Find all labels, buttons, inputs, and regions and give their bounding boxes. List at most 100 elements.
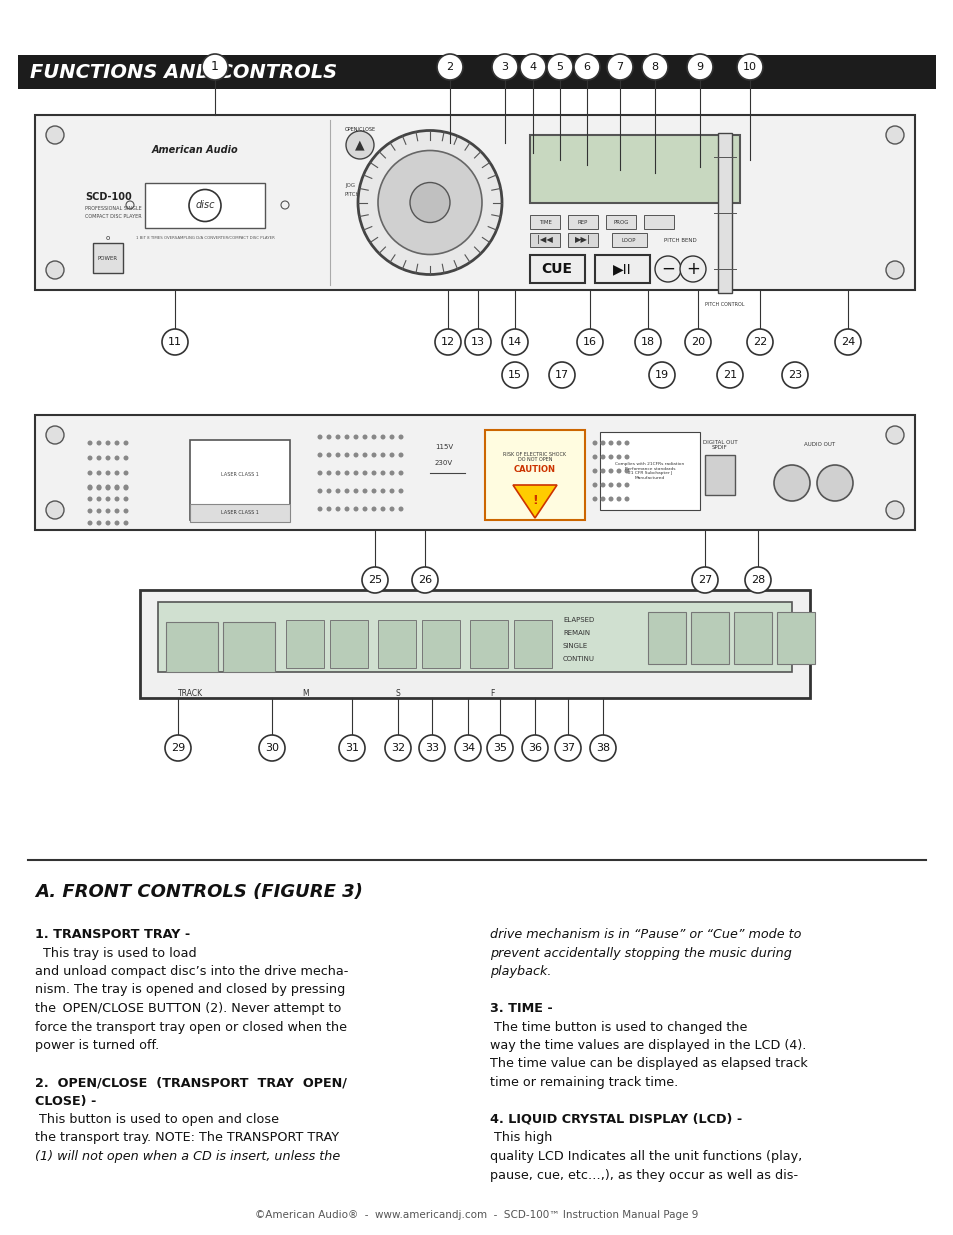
Circle shape	[624, 483, 629, 488]
Bar	[18, 56, 935, 89]
Circle shape	[357, 131, 501, 274]
Circle shape	[123, 456, 129, 461]
Circle shape	[106, 520, 111, 526]
Text: 230V: 230V	[435, 459, 453, 466]
Bar	[223, 622, 274, 672]
Circle shape	[599, 496, 605, 501]
Circle shape	[346, 131, 374, 159]
Text: 25: 25	[368, 576, 381, 585]
Text: 3: 3	[501, 62, 508, 72]
Circle shape	[385, 735, 411, 761]
Circle shape	[114, 485, 119, 490]
Circle shape	[46, 261, 64, 279]
Circle shape	[335, 471, 340, 475]
Text: power is turned off.: power is turned off.	[35, 1039, 159, 1052]
Text: 28: 28	[750, 576, 764, 585]
Text: SCD-100: SCD-100	[85, 191, 132, 203]
Circle shape	[114, 484, 119, 489]
Text: 9: 9	[696, 62, 702, 72]
Text: SINGLE: SINGLE	[562, 643, 588, 650]
Circle shape	[114, 441, 119, 446]
Circle shape	[106, 471, 111, 475]
Text: TIME: TIME	[538, 220, 551, 225]
Text: 23: 23	[787, 370, 801, 380]
Text: This tray is used to load: This tray is used to load	[35, 946, 196, 960]
Circle shape	[106, 456, 111, 461]
Circle shape	[344, 471, 349, 475]
Circle shape	[88, 456, 92, 461]
Circle shape	[88, 496, 92, 501]
Circle shape	[114, 471, 119, 475]
Bar	[140, 590, 809, 698]
Circle shape	[834, 329, 861, 354]
Circle shape	[344, 489, 349, 494]
Circle shape	[380, 471, 385, 475]
Circle shape	[46, 126, 64, 144]
Circle shape	[624, 454, 629, 459]
Circle shape	[362, 435, 367, 440]
Circle shape	[96, 520, 101, 526]
Text: 17: 17	[555, 370, 569, 380]
Text: REP: REP	[578, 220, 588, 225]
Text: PITCH BEND: PITCH BEND	[663, 237, 696, 242]
Text: drive mechanism is in “Pause” or “Cue” mode to: drive mechanism is in “Pause” or “Cue” m…	[490, 927, 801, 941]
Text: LASER CLASS 1: LASER CLASS 1	[221, 473, 258, 478]
Circle shape	[519, 54, 545, 80]
Bar	[377, 620, 416, 668]
Circle shape	[635, 329, 660, 354]
Circle shape	[691, 567, 718, 593]
Text: nism. The tray is opened and closed by pressing: nism. The tray is opened and closed by p…	[35, 983, 345, 997]
Text: CAUTION: CAUTION	[514, 466, 556, 474]
Circle shape	[885, 501, 903, 519]
Text: JOG: JOG	[345, 183, 355, 188]
Circle shape	[624, 441, 629, 446]
Circle shape	[616, 441, 620, 446]
Text: 15: 15	[507, 370, 521, 380]
Bar	[718, 133, 731, 293]
Circle shape	[816, 466, 852, 501]
Circle shape	[326, 471, 331, 475]
Circle shape	[96, 509, 101, 514]
Bar	[530, 135, 740, 203]
Circle shape	[46, 501, 64, 519]
Text: F: F	[489, 688, 494, 698]
Circle shape	[648, 362, 675, 388]
Circle shape	[389, 452, 395, 457]
Circle shape	[608, 496, 613, 501]
Circle shape	[202, 54, 228, 80]
Circle shape	[746, 329, 772, 354]
Bar	[643, 215, 673, 228]
Text: American Audio: American Audio	[152, 144, 238, 156]
Circle shape	[679, 256, 705, 282]
Bar	[647, 613, 685, 664]
Circle shape	[412, 567, 437, 593]
Circle shape	[592, 454, 597, 459]
Text: quality LCD Indicates all the unit functions (play,: quality LCD Indicates all the unit funct…	[490, 1150, 801, 1163]
Circle shape	[88, 520, 92, 526]
Circle shape	[616, 496, 620, 501]
Circle shape	[616, 468, 620, 473]
Text: !: !	[532, 494, 537, 506]
Circle shape	[398, 452, 403, 457]
Circle shape	[123, 496, 129, 501]
Circle shape	[371, 489, 376, 494]
Circle shape	[371, 506, 376, 511]
Text: ▲: ▲	[355, 138, 364, 152]
Text: 19: 19	[655, 370, 668, 380]
Circle shape	[717, 362, 742, 388]
Bar	[776, 613, 814, 664]
Circle shape	[88, 441, 92, 446]
Text: 1 BIT 8 TIMES OVERSAMPLING D/A CONVERTER/COMPACT DISC PLAYER: 1 BIT 8 TIMES OVERSAMPLING D/A CONVERTER…	[135, 236, 274, 240]
Circle shape	[362, 471, 367, 475]
Text: the transport tray. NOTE: The TRANSPORT TRAY: the transport tray. NOTE: The TRANSPORT …	[35, 1131, 338, 1145]
Text: 32: 32	[391, 743, 405, 753]
Circle shape	[96, 441, 101, 446]
Bar	[605, 215, 636, 228]
Circle shape	[335, 506, 340, 511]
Bar	[470, 620, 507, 668]
Circle shape	[455, 735, 480, 761]
Bar	[92, 243, 123, 273]
Circle shape	[389, 435, 395, 440]
Circle shape	[592, 496, 597, 501]
Text: ©American Audio®  -  www.americandj.com  -  SCD-100™ Instruction Manual Page 9: ©American Audio® - www.americandj.com - …	[255, 1210, 698, 1220]
